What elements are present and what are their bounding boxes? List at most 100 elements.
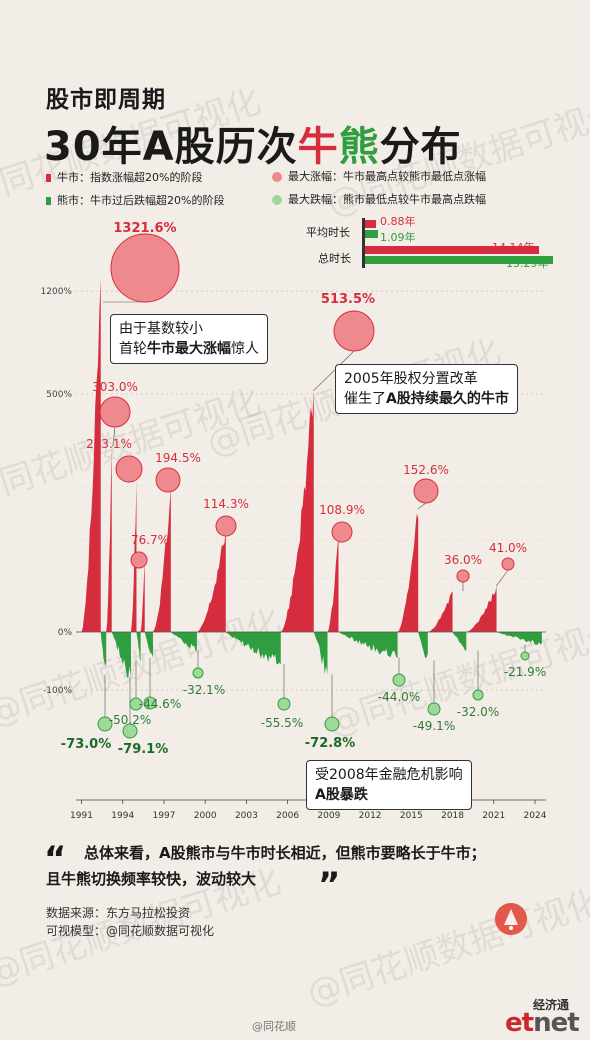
avg-bear-bar — [365, 230, 379, 238]
bear-period-area — [136, 632, 141, 662]
x-tick-label: 2012 — [359, 811, 382, 821]
bear-trough-label: -21.9% — [504, 665, 546, 679]
bull-period-area — [327, 534, 339, 632]
fall-circle-icon — [272, 195, 282, 205]
tonghuashun-logo-icon — [495, 903, 527, 935]
bull-period-area — [427, 591, 453, 632]
y-tick-0: 0% — [58, 628, 73, 638]
legend-bull-text: 牛市：指数涨幅超20%的阶段 — [57, 171, 203, 184]
bear-trough-label: -32.0% — [457, 705, 499, 719]
legend-max-rise-text: 最大涨幅：牛市最高点较熊市最低点涨幅 — [288, 170, 486, 183]
bear-trough-circle — [122, 723, 138, 739]
avg-bear-value: 1.09年 — [380, 231, 416, 244]
title-bull: 牛 — [297, 124, 339, 170]
x-tick-label: 2021 — [482, 811, 505, 821]
avg-duration-label: 平均时长 — [306, 226, 350, 239]
callout-bold: 牛市最大涨幅 — [147, 341, 231, 357]
bear-trough-label: -73.0% — [61, 737, 112, 752]
bull-period-area — [280, 390, 314, 632]
open-quote-icon: “ — [44, 839, 67, 879]
callout-first-bull: 由于基数较小 首轮牛市最大涨幅惊人 — [110, 314, 268, 364]
bear-trough-circle — [520, 651, 530, 661]
bear-trough-label: -44.0% — [378, 690, 420, 704]
callout-crisis-line1: 受2008年金融危机影响 — [315, 767, 463, 783]
summary-axis — [362, 218, 365, 268]
bull-peak-label: 108.9% — [319, 503, 365, 517]
bull-leader-line — [313, 350, 355, 392]
callout-first-bull-line1: 由于基数较小 — [119, 321, 203, 337]
bull-peak-label: 114.3% — [203, 497, 249, 511]
summary-quote: 总体来看，A股熊市与牛市时长相近，但熊市要略长于牛市； 且牛熊切换频率较快，波动… — [46, 840, 546, 892]
bull-period-area — [130, 479, 137, 632]
callout-2005-reform: 2005年股权分置改革 催生了A股持续最久的牛市 — [335, 364, 518, 414]
bull-period-area — [466, 586, 497, 632]
bear-trough-circle — [392, 673, 406, 687]
y-tick-1200: 1200% — [41, 287, 73, 297]
watermark: @同花顺数据可视化 — [302, 881, 590, 1015]
bear-period-area — [313, 632, 328, 675]
bear-period-area — [496, 632, 542, 645]
bear-trough-circle — [143, 696, 157, 710]
bull-peak-label: 194.5% — [155, 451, 201, 465]
total-bull-value: 14.14年 — [492, 241, 535, 254]
title-bear: 熊 — [338, 124, 380, 170]
y-tick-neg100: -100% — [43, 686, 72, 696]
legend-max-fall-text: 最大跌幅：熊市最低点较牛市最高点跌幅 — [288, 193, 486, 206]
bull-peak-label: 1321.6% — [113, 221, 176, 236]
bull-period-area — [152, 488, 171, 632]
bull-period-area — [397, 513, 419, 632]
bear-trough-circle — [472, 689, 484, 701]
x-tick-label: 2009 — [317, 811, 340, 821]
bull-peak-label: 223.1% — [86, 437, 132, 451]
bear-trough-label: -55.5% — [261, 716, 303, 730]
x-tick-label: 2003 — [235, 811, 258, 821]
bear-period-area — [100, 632, 107, 666]
callout-bold: A股持续最久的牛市 — [386, 391, 509, 407]
bull-leader-line — [417, 502, 427, 510]
bear-trough-label: -50.2% — [109, 713, 151, 727]
bull-peak-label: 152.6% — [403, 463, 449, 477]
bear-trough-circle — [324, 716, 340, 732]
quote-line2: 且牛熊切换频率较快，波动较大 — [46, 870, 257, 888]
bear-trough-label: -49.1% — [413, 719, 455, 733]
etnet-logo: etnet — [505, 1008, 580, 1038]
bear-trough-circle — [129, 697, 143, 711]
bull-peak-label: 303.0% — [92, 380, 138, 394]
bull-peak-circle — [413, 478, 439, 504]
bull-peak-circle — [333, 310, 375, 352]
title-part1: 30年A股历次 — [44, 124, 298, 170]
x-tick-label: 1994 — [111, 811, 134, 821]
bear-period-area — [144, 632, 153, 658]
rise-circle-icon — [272, 172, 282, 182]
legend-max-fall: 最大跌幅：熊市最低点较牛市最高点跌幅 — [272, 191, 486, 207]
callout-reform-line2: 催生了A股持续最久的牛市 — [344, 389, 509, 409]
bear-trough-label: -44.6% — [139, 697, 181, 711]
bear-trough-label: -72.8% — [305, 736, 356, 751]
callout-2008-crisis: 受2008年金融危机影响 A股暴跌 — [306, 760, 472, 810]
bull-marker-icon — [46, 174, 51, 182]
callout-first-bull-line2: 首轮牛市最大涨幅惊人 — [119, 339, 259, 359]
callout-text: 首轮 — [119, 341, 147, 357]
bull-peak-circle — [130, 551, 148, 569]
bull-leader-line — [112, 426, 116, 447]
x-tick-label: 2024 — [524, 811, 547, 821]
total-bear-value: 15.29年 — [506, 257, 549, 270]
etnet-logo-net: net — [533, 1008, 580, 1038]
bull-peak-label: 41.0% — [489, 541, 527, 555]
bear-trough-circle — [427, 702, 441, 716]
bear-period-area — [452, 632, 467, 651]
bear-period-area — [111, 632, 131, 678]
bull-peak-circle — [456, 569, 470, 583]
title-part2: 分布 — [379, 124, 462, 170]
total-duration-label: 总时长 — [318, 252, 351, 265]
bear-period-area — [418, 632, 428, 658]
quote-line1: 总体来看，A股熊市与牛市时长相近，但熊市要略长于牛市； — [84, 844, 486, 862]
duration-summary: 平均时长 总时长 0.88年 1.09年 14.14年 15.29年 — [306, 212, 556, 272]
bull-peak-label: 76.7% — [131, 533, 169, 547]
legend-bear-text: 熊市：牛市过后跌幅超20%的阶段 — [57, 194, 225, 207]
x-tick-label: 2000 — [194, 811, 217, 821]
bear-trough-circle — [192, 667, 204, 679]
close-quote-icon: ” — [318, 865, 341, 905]
bull-peak-circle — [331, 521, 353, 543]
bear-trough-label: -79.1% — [118, 742, 169, 757]
